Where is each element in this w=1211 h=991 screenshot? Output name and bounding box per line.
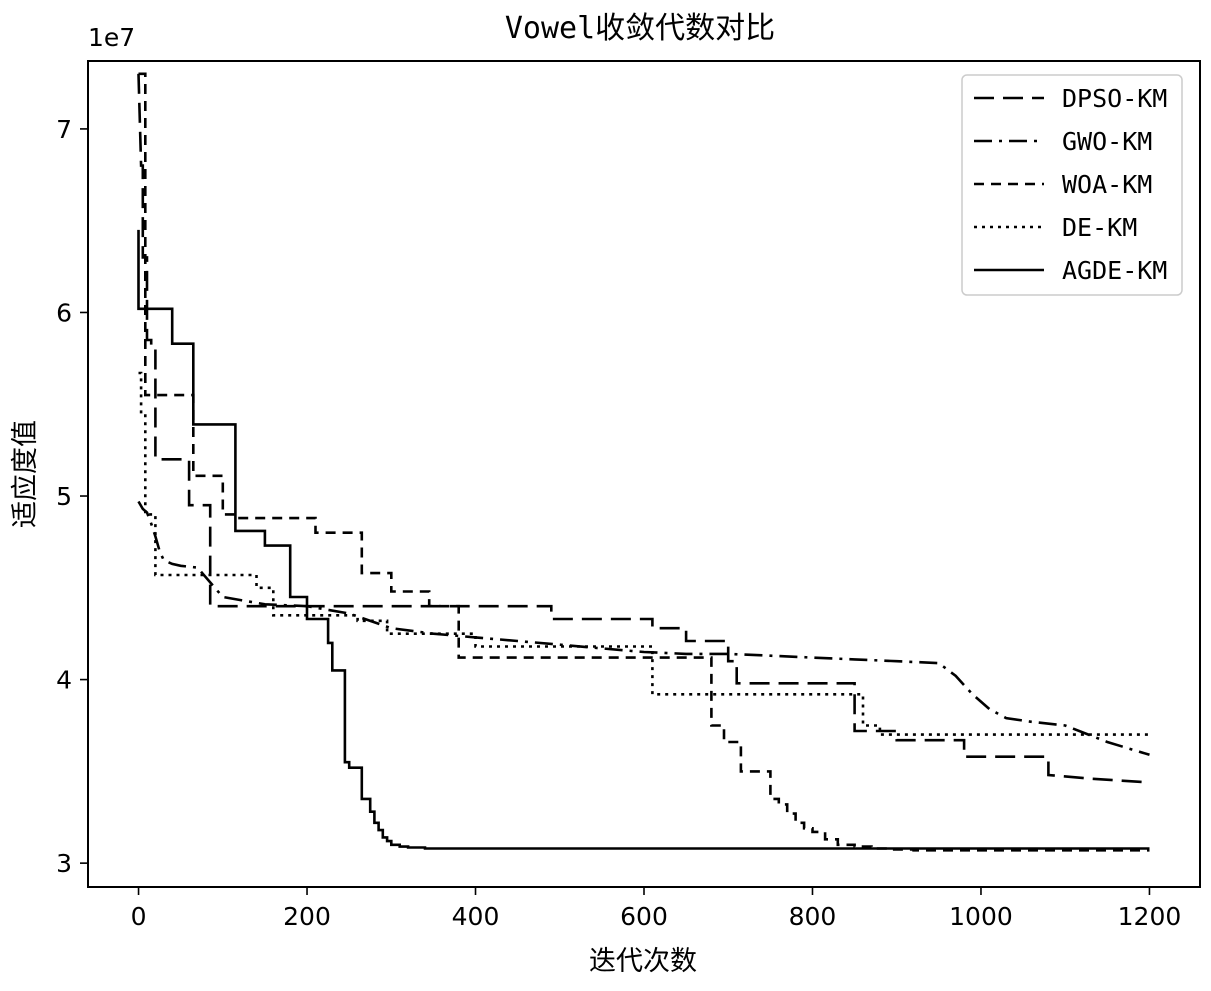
x-tick-label: 200 [283,902,331,931]
y-tick-label: 4 [56,666,72,695]
x-tick-label: 600 [620,902,668,931]
y-axis: 3 4 5 6 7 [56,115,88,878]
y-axis-label: 适应度值 [10,420,41,528]
legend: DPSO-KM GWO-KM WOA-KM DE-KM AGDE-KM [961,74,1183,296]
x-tick-label: 1200 [1118,902,1182,931]
plot-area [137,72,1150,852]
legend-label: WOA-KM [1062,170,1152,199]
legend-label: GWO-KM [1062,127,1152,156]
x-tick-label: 0 [131,902,147,931]
y-tick-label: 5 [56,482,72,511]
legend-label: DPSO-KM [1062,84,1167,113]
legend-label: DE-KM [1062,213,1137,242]
legend-box [961,74,1183,296]
chart-title: Vowel收敛代数对比 [505,11,775,46]
series-line-agde-km [137,229,1150,850]
y-tick-label: 6 [56,298,72,327]
x-axis: 0 200 400 600 800 1000 1200 [131,887,1182,931]
x-tick-label: 800 [789,902,837,931]
x-tick-label: 400 [452,902,500,931]
legend-label: AGDE-KM [1062,256,1167,285]
x-axis-label: 迭代次数 [589,946,697,977]
y-tick-label: 7 [56,115,72,144]
y-offset-label: 1e7 [88,23,135,52]
series-line-dpso-km [137,73,1150,784]
y-tick-label: 3 [56,849,72,878]
series-line-woa-km [138,72,1150,852]
series-line-gwo-km [137,500,1150,757]
x-tick-label: 1000 [949,902,1013,931]
